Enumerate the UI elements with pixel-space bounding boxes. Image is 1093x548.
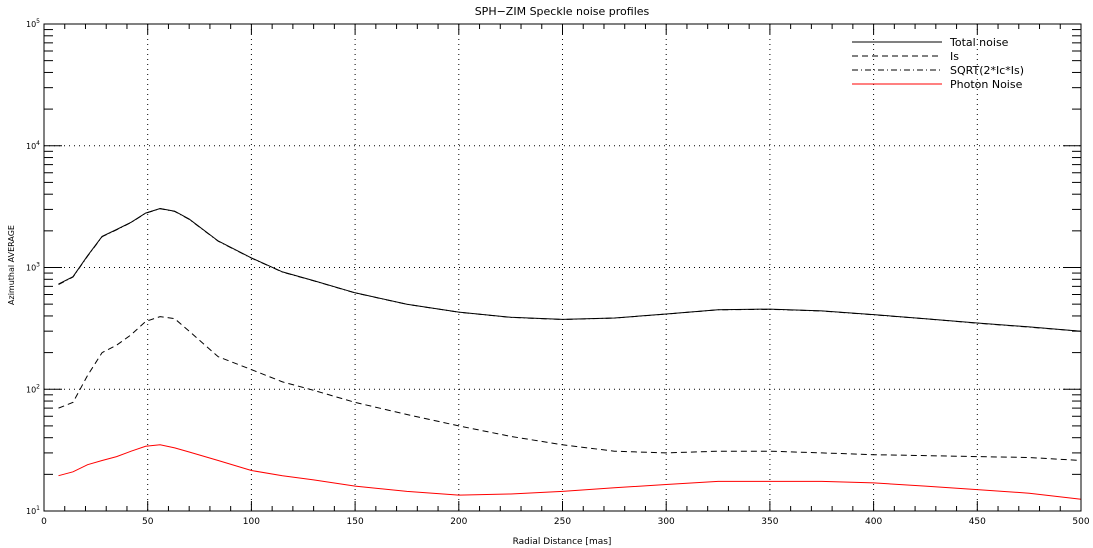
x-tick-label: 500 bbox=[1072, 517, 1089, 527]
y-tick-label: 105 bbox=[26, 18, 40, 29]
x-tick-label: 400 bbox=[865, 517, 882, 527]
grid bbox=[44, 24, 1081, 511]
y-tick-label: 103 bbox=[26, 262, 40, 273]
x-tick-label: 50 bbox=[142, 517, 154, 527]
series-line-2 bbox=[58, 208, 1082, 332]
legend-label-2: SQRT(2*Ic*Is) bbox=[950, 64, 1024, 77]
y-axis-label: Azimuthal AVERAGE bbox=[7, 225, 16, 305]
x-tick-label: 450 bbox=[969, 517, 986, 527]
legend-label-3: Photon Noise bbox=[950, 78, 1023, 91]
y-tick-label: 104 bbox=[26, 140, 40, 151]
x-tick-label: 100 bbox=[243, 517, 260, 527]
y-tick-label: 101 bbox=[26, 505, 40, 516]
x-tick-label: 150 bbox=[347, 517, 364, 527]
legend-label-1: Is bbox=[950, 50, 959, 63]
x-tick-label: 300 bbox=[658, 517, 675, 527]
ticks: 0 50 100 150 200 250 300 350 400 450 500 101 102 103 1… bbox=[26, 18, 1090, 527]
x-tick-label: 0 bbox=[41, 517, 47, 527]
x-tick-label: 200 bbox=[450, 517, 467, 527]
series-line-1 bbox=[58, 316, 1082, 461]
series-layer bbox=[58, 207, 1082, 500]
y-tick-label: 102 bbox=[26, 383, 40, 394]
x-tick-label: 350 bbox=[761, 517, 778, 527]
series-line-3 bbox=[58, 444, 1082, 500]
series-line-0 bbox=[58, 207, 1082, 332]
x-tick-label: 250 bbox=[554, 517, 571, 527]
x-axis-label: Radial Distance [mas] bbox=[513, 537, 612, 547]
legend-label-0: Total noise bbox=[949, 36, 1009, 49]
chart-title: SPH−ZIM Speckle noise profiles bbox=[475, 5, 650, 18]
